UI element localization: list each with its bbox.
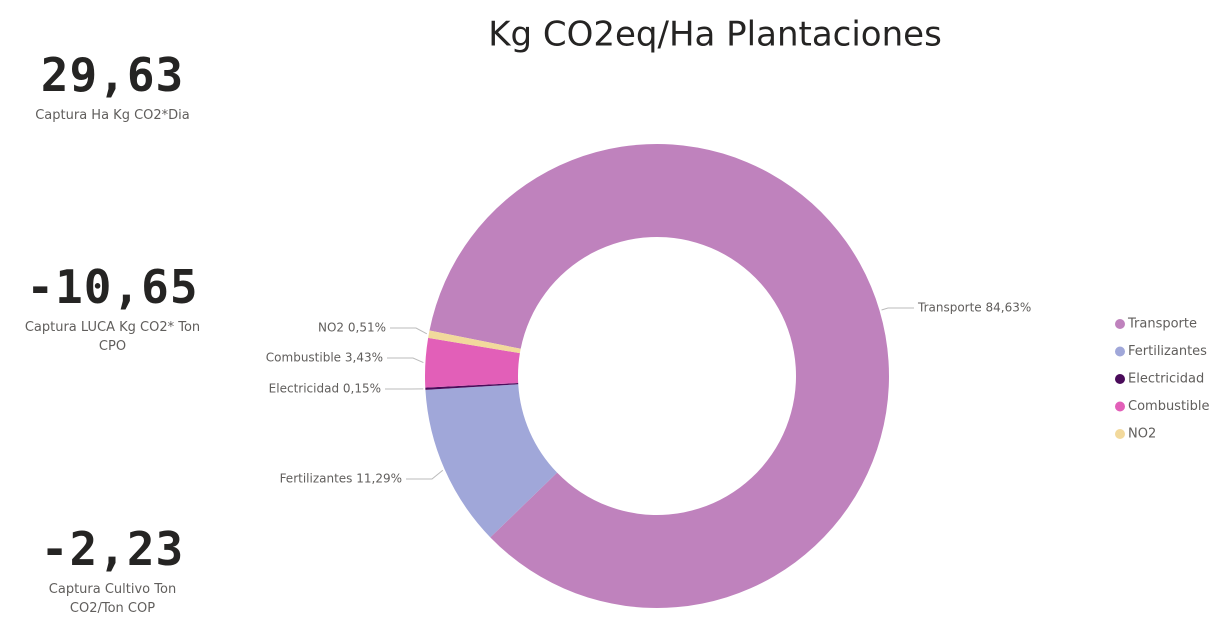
leader-line <box>406 469 444 480</box>
kpi-label: Captura Cultivo Ton CO2/Ton COP <box>48 582 177 616</box>
leader-line <box>390 327 428 335</box>
legend-label: Fertilizantes <box>1128 344 1207 359</box>
kpi-card: -10,65 Captura LUCA Kg CO2* Ton CPO <box>0 260 225 356</box>
kpi-label: Captura Ha Kg CO2*Dia <box>35 108 190 123</box>
legend-marker <box>1115 429 1125 439</box>
data-label: Transporte 84,63% <box>917 301 1031 315</box>
legend-label: Transporte <box>1127 317 1197 332</box>
kpi-card: -2,23 Captura Cultivo Ton CO2/Ton COP <box>0 522 225 618</box>
kpi-label: Captura LUCA Kg CO2* Ton CPO <box>24 320 201 354</box>
donut-slice <box>428 330 521 354</box>
legend-label: Electricidad <box>1128 372 1204 387</box>
legend-marker <box>1115 319 1125 329</box>
leader-line <box>387 357 424 364</box>
leader-line <box>881 307 914 311</box>
kpi-value: -10,65 <box>26 260 199 314</box>
chart-title: Kg CO2eq/Ha Plantaciones <box>488 15 942 55</box>
legend-marker <box>1115 346 1125 357</box>
donut-slice <box>425 337 520 388</box>
legend-marker <box>1115 374 1125 384</box>
legend-label: Combustible <box>1128 399 1210 414</box>
data-label: Combustible 3,43% <box>266 351 383 365</box>
data-label: Electricidad 0,15% <box>269 382 381 396</box>
data-label: Fertilizantes 11,29% <box>280 472 402 486</box>
kpi-value: -2,23 <box>40 522 185 576</box>
donut-slice <box>425 382 519 390</box>
kpi-value: 29,63 <box>40 48 185 102</box>
kpi-card: 29,63 Captura Ha Kg CO2*Dia <box>0 48 225 125</box>
donut-slice <box>429 143 890 608</box>
legend-label: NO2 <box>1128 427 1156 442</box>
data-label: NO2 0,51% <box>318 321 386 335</box>
legend-marker <box>1115 401 1125 412</box>
donut-slice <box>425 384 558 538</box>
